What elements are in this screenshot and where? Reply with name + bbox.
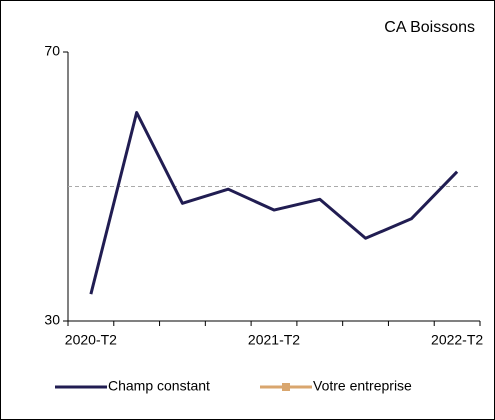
y-tick-label: 70: [44, 43, 60, 59]
x-tick-label: 2020-T2: [65, 332, 117, 348]
x-tick-label: 2022-T2: [431, 332, 483, 348]
x-tick-label: 2021-T2: [248, 332, 300, 348]
legend-label: Champ constant: [108, 378, 210, 394]
legend-label: Votre entreprise: [313, 378, 412, 394]
legend-marker: [282, 383, 290, 391]
y-tick-label: 30: [44, 312, 60, 328]
series-line: [89, 111, 459, 295]
chart-title: CA Boissons: [384, 19, 475, 36]
